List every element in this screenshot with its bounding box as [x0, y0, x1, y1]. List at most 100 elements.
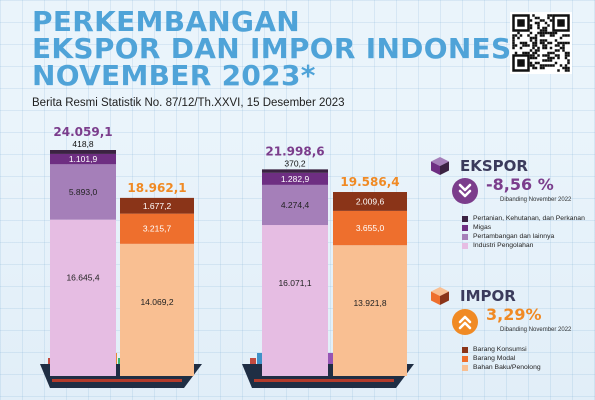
total-label: 18.962,1 — [127, 181, 186, 195]
qr-finder-core — [517, 19, 525, 27]
qr-module — [529, 26, 533, 30]
qr-module — [534, 39, 538, 42]
qr-module — [542, 19, 545, 22]
bar-segment — [333, 210, 407, 246]
double-chevron-down-icon — [452, 178, 478, 204]
qr-code[interactable] — [510, 12, 572, 74]
bar-segment — [120, 243, 194, 376]
legend-label: Bahan Baku/Penolong — [473, 364, 541, 371]
qr-module — [549, 14, 553, 17]
ekspor-cube-icon — [431, 157, 449, 175]
bar-segment — [50, 164, 116, 220]
qr-module — [522, 41, 525, 45]
page-title: PERKEMBANGAN EKSPOR DAN IMPOR INDONESIA … — [32, 8, 544, 92]
qr-module — [532, 66, 535, 70]
qr-module — [542, 54, 545, 57]
qr-module — [529, 61, 533, 65]
qr-module — [544, 46, 548, 50]
legend-swatch — [462, 364, 468, 371]
qr-module — [527, 34, 530, 37]
total-label: 24.059,1 — [53, 125, 112, 139]
qr-module — [542, 29, 545, 32]
qr-module — [559, 36, 563, 40]
qr-module — [532, 51, 535, 55]
qr-module — [524, 44, 528, 47]
qr-module — [517, 36, 520, 40]
qr-module — [564, 41, 568, 45]
qr-module — [562, 34, 565, 37]
qr-module — [567, 66, 570, 70]
qr-module — [534, 21, 538, 25]
qr-module — [554, 39, 558, 42]
title-line: NOVEMBER 2023* — [32, 59, 316, 92]
qr-module — [512, 34, 515, 37]
qr-module — [539, 19, 543, 22]
qr-module — [552, 34, 555, 37]
qr-module — [534, 44, 538, 47]
qr-module — [567, 51, 570, 55]
qr-module — [532, 46, 535, 50]
qr-module — [554, 44, 558, 47]
value-label: 5.893,0 — [69, 187, 98, 197]
qr-module — [527, 51, 530, 55]
qr-module — [542, 59, 545, 62]
qr-module — [532, 41, 535, 45]
qr-module — [534, 49, 538, 52]
legend-item: Industri Pengolahan — [462, 241, 585, 250]
ekspor-legend: Pertanian, Kehutanan, dan Perkanan Migas P… — [462, 214, 585, 250]
bar-segment — [120, 213, 194, 244]
qr-module — [547, 54, 550, 57]
qr-module — [542, 46, 545, 50]
qr-module — [552, 56, 555, 60]
ship-stripe — [254, 379, 394, 382]
qr-module — [532, 36, 535, 40]
impor-title: IMPOR — [460, 287, 516, 305]
legend-item: Bahan Baku/Penolong — [462, 363, 541, 372]
qr-module — [544, 64, 548, 67]
qr-module — [529, 64, 533, 67]
qr-module — [562, 46, 565, 50]
qr-module — [534, 16, 538, 20]
qr-module — [549, 19, 553, 22]
qr-module — [542, 31, 545, 35]
qr-module — [552, 31, 555, 35]
qr-module — [549, 64, 553, 67]
qr-module — [514, 34, 518, 37]
qr-module — [547, 24, 550, 27]
value-label: 3.655,0 — [356, 223, 385, 233]
qr-module — [537, 21, 540, 25]
value-label: 2.009,6 — [356, 196, 385, 206]
qr-module — [537, 16, 540, 20]
qr-module — [554, 61, 558, 65]
qr-module — [537, 61, 540, 65]
qr-module — [542, 39, 545, 42]
value-label: 1.282,9 — [281, 174, 310, 184]
qr-module — [547, 41, 550, 45]
legend-swatch — [462, 233, 468, 240]
qr-module — [519, 46, 523, 50]
bar-segment — [262, 225, 328, 376]
qr-module — [549, 56, 553, 60]
qr-module — [529, 31, 533, 35]
qr-module — [542, 44, 545, 47]
qr-module — [564, 54, 568, 57]
qr-module — [549, 59, 553, 62]
qr-module — [557, 56, 560, 60]
value-label: 418,8 — [72, 139, 94, 149]
qr-module — [547, 31, 550, 35]
legend-item: Migas — [462, 223, 585, 232]
ship-stripe — [52, 379, 182, 382]
qr-module — [542, 66, 545, 70]
qr-module — [547, 51, 550, 55]
qr-module — [529, 54, 533, 57]
qr-module — [539, 31, 543, 35]
bar-segment — [50, 150, 116, 154]
qr-module — [567, 61, 570, 65]
qr-finder-core — [517, 59, 525, 67]
qr-module — [517, 31, 520, 35]
bar-segment — [50, 219, 116, 376]
qr-module — [539, 64, 543, 67]
qr-module — [564, 34, 568, 37]
legend-item: Barang Konsumsi — [462, 345, 541, 354]
